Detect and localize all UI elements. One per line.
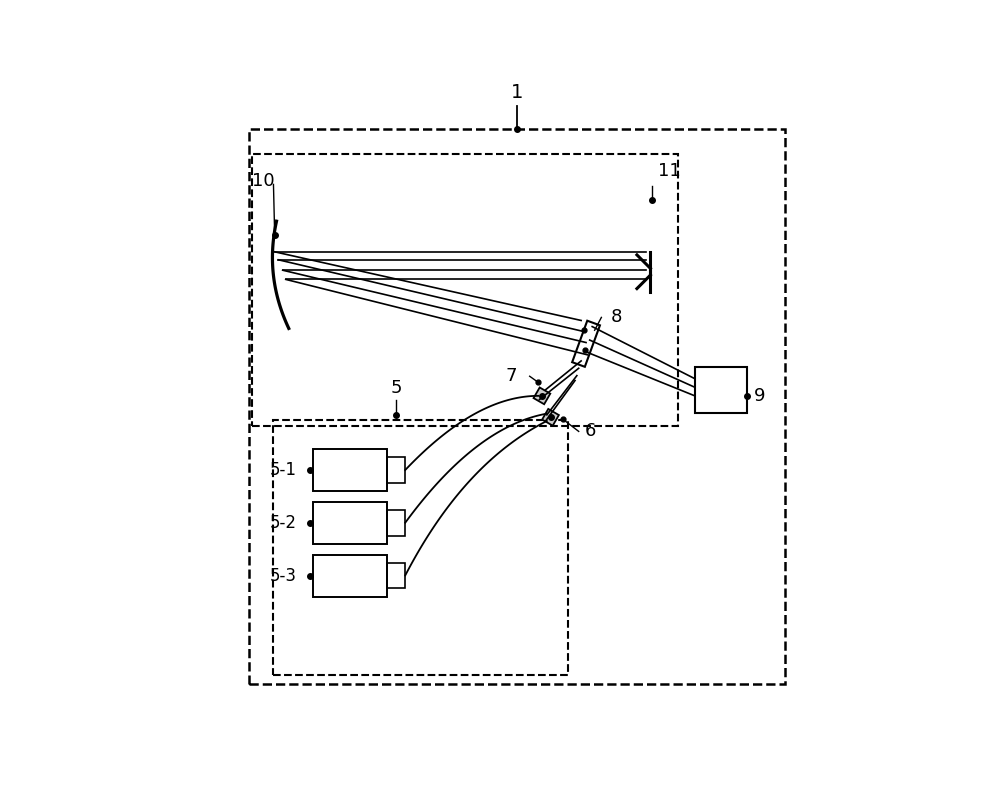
Text: 5-1: 5-1 bbox=[270, 461, 297, 479]
Text: 5-3: 5-3 bbox=[270, 567, 297, 585]
Text: 9: 9 bbox=[753, 387, 765, 405]
Text: 8: 8 bbox=[611, 308, 622, 326]
Bar bbox=[313, 449, 387, 491]
Text: 5-2: 5-2 bbox=[270, 514, 297, 533]
Polygon shape bbox=[534, 388, 550, 404]
Text: 7: 7 bbox=[506, 367, 517, 385]
Bar bbox=[313, 502, 387, 544]
Bar bbox=[387, 563, 405, 588]
Text: 10: 10 bbox=[252, 172, 275, 190]
Bar bbox=[387, 457, 405, 483]
Bar bbox=[313, 556, 387, 597]
Text: 5: 5 bbox=[390, 379, 402, 397]
Bar bbox=[249, 129, 785, 684]
Bar bbox=[252, 154, 678, 427]
Bar bbox=[387, 510, 405, 536]
Text: 6: 6 bbox=[585, 423, 596, 440]
Bar bbox=[273, 420, 568, 675]
Text: 11: 11 bbox=[658, 162, 681, 180]
Text: 1: 1 bbox=[511, 84, 524, 102]
Polygon shape bbox=[542, 409, 559, 426]
Bar bbox=[695, 367, 747, 412]
